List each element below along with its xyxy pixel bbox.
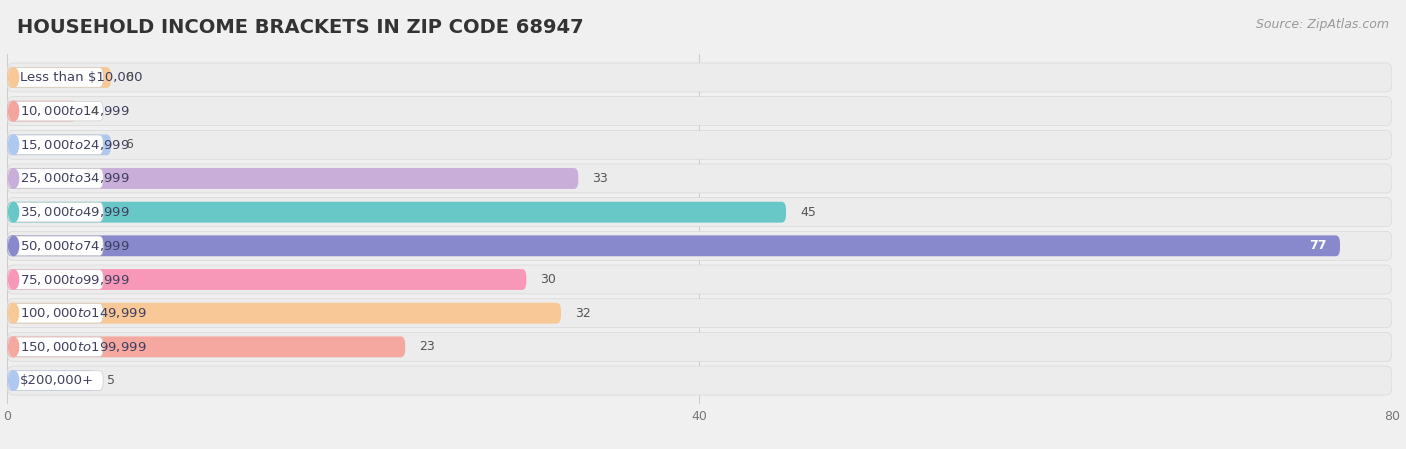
FancyBboxPatch shape bbox=[8, 169, 103, 188]
FancyBboxPatch shape bbox=[7, 332, 1392, 361]
FancyBboxPatch shape bbox=[7, 231, 1392, 260]
FancyBboxPatch shape bbox=[7, 299, 1392, 328]
FancyBboxPatch shape bbox=[8, 68, 103, 87]
FancyBboxPatch shape bbox=[8, 202, 103, 222]
Circle shape bbox=[8, 337, 18, 357]
FancyBboxPatch shape bbox=[8, 304, 103, 323]
Circle shape bbox=[8, 371, 18, 390]
Text: $15,000 to $24,999: $15,000 to $24,999 bbox=[20, 138, 129, 152]
Circle shape bbox=[8, 135, 18, 154]
FancyBboxPatch shape bbox=[7, 164, 1392, 193]
FancyBboxPatch shape bbox=[7, 198, 1392, 227]
Circle shape bbox=[8, 304, 18, 323]
Text: $100,000 to $149,999: $100,000 to $149,999 bbox=[20, 306, 146, 320]
Text: HOUSEHOLD INCOME BRACKETS IN ZIP CODE 68947: HOUSEHOLD INCOME BRACKETS IN ZIP CODE 68… bbox=[17, 18, 583, 37]
FancyBboxPatch shape bbox=[7, 235, 1340, 256]
Text: 77: 77 bbox=[1309, 239, 1326, 252]
Text: 33: 33 bbox=[592, 172, 607, 185]
Text: 6: 6 bbox=[125, 71, 132, 84]
FancyBboxPatch shape bbox=[7, 168, 578, 189]
Text: $35,000 to $49,999: $35,000 to $49,999 bbox=[20, 205, 129, 219]
FancyBboxPatch shape bbox=[7, 101, 76, 122]
FancyBboxPatch shape bbox=[7, 130, 1392, 159]
Text: $50,000 to $74,999: $50,000 to $74,999 bbox=[20, 239, 129, 253]
Text: $75,000 to $99,999: $75,000 to $99,999 bbox=[20, 273, 129, 286]
Text: 23: 23 bbox=[419, 340, 434, 353]
Text: $25,000 to $34,999: $25,000 to $34,999 bbox=[20, 172, 129, 185]
Text: $200,000+: $200,000+ bbox=[20, 374, 94, 387]
FancyBboxPatch shape bbox=[7, 366, 1392, 395]
FancyBboxPatch shape bbox=[7, 97, 1392, 126]
Text: $150,000 to $199,999: $150,000 to $199,999 bbox=[20, 340, 146, 354]
FancyBboxPatch shape bbox=[7, 336, 405, 357]
FancyBboxPatch shape bbox=[7, 269, 526, 290]
Circle shape bbox=[8, 68, 18, 87]
Circle shape bbox=[8, 101, 18, 121]
FancyBboxPatch shape bbox=[8, 101, 103, 121]
FancyBboxPatch shape bbox=[7, 202, 786, 223]
FancyBboxPatch shape bbox=[8, 337, 103, 357]
FancyBboxPatch shape bbox=[7, 370, 94, 391]
FancyBboxPatch shape bbox=[8, 135, 103, 154]
FancyBboxPatch shape bbox=[8, 236, 103, 255]
Circle shape bbox=[8, 169, 18, 188]
FancyBboxPatch shape bbox=[8, 270, 103, 289]
FancyBboxPatch shape bbox=[7, 134, 111, 155]
Text: Less than $10,000: Less than $10,000 bbox=[20, 71, 142, 84]
FancyBboxPatch shape bbox=[8, 371, 103, 390]
FancyBboxPatch shape bbox=[7, 265, 1392, 294]
Text: 32: 32 bbox=[575, 307, 591, 320]
FancyBboxPatch shape bbox=[7, 67, 111, 88]
Text: 45: 45 bbox=[800, 206, 815, 219]
FancyBboxPatch shape bbox=[7, 63, 1392, 92]
Text: 6: 6 bbox=[125, 138, 132, 151]
Circle shape bbox=[8, 236, 18, 255]
Text: 30: 30 bbox=[540, 273, 557, 286]
Circle shape bbox=[8, 270, 18, 289]
Circle shape bbox=[8, 202, 18, 222]
Text: Source: ZipAtlas.com: Source: ZipAtlas.com bbox=[1256, 18, 1389, 31]
Text: 5: 5 bbox=[107, 374, 115, 387]
FancyBboxPatch shape bbox=[7, 303, 561, 324]
Text: 4: 4 bbox=[90, 105, 98, 118]
Text: $10,000 to $14,999: $10,000 to $14,999 bbox=[20, 104, 129, 118]
